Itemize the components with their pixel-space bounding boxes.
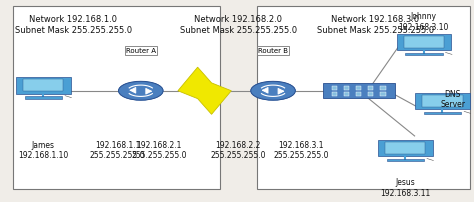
Text: Johnny
192.168.3.10: Johnny 192.168.3.10 — [399, 12, 449, 32]
FancyBboxPatch shape — [378, 140, 433, 157]
Text: Jesus
192.168.3.11: Jesus 192.168.3.11 — [380, 177, 430, 197]
Bar — [368, 86, 374, 90]
Circle shape — [251, 82, 295, 101]
Bar — [356, 86, 361, 90]
FancyBboxPatch shape — [404, 37, 444, 49]
FancyBboxPatch shape — [25, 96, 62, 99]
Circle shape — [118, 82, 163, 101]
Bar — [356, 93, 361, 96]
FancyBboxPatch shape — [396, 35, 451, 51]
FancyBboxPatch shape — [23, 80, 64, 92]
Polygon shape — [178, 68, 231, 115]
Text: Network 192.168.3.0
Subnet Mask 255.255.255.0: Network 192.168.3.0 Subnet Mask 255.255.… — [317, 15, 434, 34]
FancyBboxPatch shape — [422, 96, 463, 107]
Text: Network 192.168.1.0
Subnet Mask 255.255.255.0: Network 192.168.1.0 Subnet Mask 255.255.… — [15, 15, 132, 34]
Text: 192.168.2.1
255.255.255.0: 192.168.2.1 255.255.255.0 — [132, 140, 187, 160]
Bar — [344, 86, 349, 90]
Text: James
192.168.1.10: James 192.168.1.10 — [18, 140, 68, 160]
Text: 192.168.3.1
255.255.255.0: 192.168.3.1 255.255.255.0 — [273, 140, 328, 160]
Bar — [368, 93, 374, 96]
Bar — [13, 7, 219, 189]
Bar — [332, 86, 337, 90]
FancyBboxPatch shape — [424, 112, 461, 115]
Bar — [381, 93, 385, 96]
FancyBboxPatch shape — [323, 84, 395, 99]
Bar — [344, 93, 349, 96]
Bar — [381, 86, 385, 90]
Text: Router A: Router A — [126, 48, 156, 54]
Bar — [257, 7, 470, 189]
Text: Router B: Router B — [258, 48, 288, 54]
Bar — [332, 93, 337, 96]
FancyBboxPatch shape — [415, 94, 470, 110]
Text: Network 192.168.2.0
Subnet Mask 255.255.255.0: Network 192.168.2.0 Subnet Mask 255.255.… — [180, 15, 297, 34]
FancyBboxPatch shape — [386, 159, 424, 162]
FancyBboxPatch shape — [16, 78, 71, 94]
FancyBboxPatch shape — [405, 53, 443, 56]
Text: 192.168.1.1
255.255.255.0: 192.168.1.1 255.255.255.0 — [90, 140, 146, 160]
Text: 192.168.2.2
255.255.255.0: 192.168.2.2 255.255.255.0 — [210, 140, 266, 160]
FancyBboxPatch shape — [385, 143, 425, 154]
Text: DNS
Server: DNS Server — [440, 89, 465, 109]
